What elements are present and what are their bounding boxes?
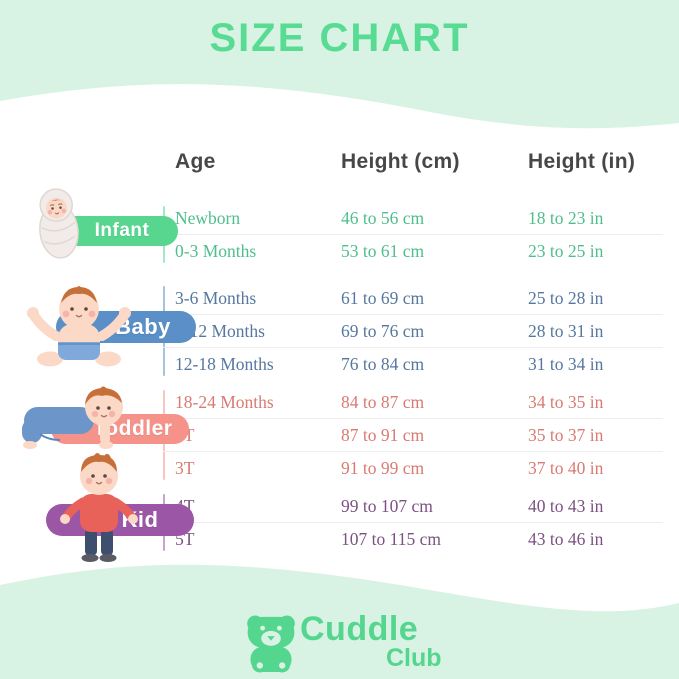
table-row: 3-6 Months 61 to 69 cm 25 to 28 in — [163, 282, 663, 314]
cell-height_in: 31 to 34 in — [528, 353, 604, 374]
table-row: 0-3 Months 53 to 61 cm 23 to 25 in — [163, 234, 663, 267]
cell-age: 3-6 Months — [175, 287, 257, 308]
table-row: 5T 107 to 115 cm 43 to 46 in — [163, 522, 663, 555]
crawling-toddler-illustration — [22, 386, 123, 449]
cell-height_in: 18 to 23 in — [528, 207, 604, 228]
cell-height_in: 34 to 35 in — [528, 391, 604, 412]
cell-height_in: 43 to 46 in — [528, 528, 604, 549]
cell-height_cm: 84 to 87 cm — [341, 391, 425, 412]
swaddled-baby-illustration — [39, 188, 79, 259]
cell-height_cm: 107 to 115 cm — [341, 528, 441, 549]
cell-height_cm: 99 to 107 cm — [341, 495, 433, 516]
table-row: 6-12 Months 69 to 76 cm 28 to 31 in — [163, 314, 663, 347]
table-row: 3T 91 to 99 cm 37 to 40 in — [163, 451, 663, 484]
cell-height_cm: 76 to 84 cm — [341, 353, 425, 374]
cell-height_cm: 69 to 76 cm — [341, 320, 425, 341]
cell-age: 18-24 Months — [175, 391, 274, 412]
cell-height_cm: 46 to 56 cm — [341, 207, 425, 228]
column-header-height-cm: Height (cm) — [341, 150, 460, 173]
table-row: 12-18 Months 76 to 84 cm 31 to 34 in — [163, 347, 663, 380]
brand-name: Cuddle — [300, 610, 419, 648]
badge-label-infant: Infant — [94, 220, 150, 241]
cell-age: 12-18 Months — [175, 353, 274, 374]
cell-height_in: 23 to 25 in — [528, 240, 604, 261]
column-header-height-in: Height (in) — [528, 150, 636, 173]
cell-height_in: 35 to 37 in — [528, 424, 604, 445]
cell-height_in: 37 to 40 in — [528, 457, 604, 478]
brand-logo: Cuddle Club — [0, 608, 679, 679]
size-group-baby: 3-6 Months 61 to 69 cm 25 to 28 in 6-12 Mon… — [163, 282, 663, 380]
cell-height_in: 28 to 31 in — [528, 320, 604, 341]
sitting-baby-illustration — [27, 286, 131, 367]
brand-subname: Club — [386, 644, 442, 672]
column-header-age: Age — [175, 150, 216, 173]
standing-kid-illustration — [60, 453, 138, 562]
cell-height_cm: 87 to 91 cm — [341, 424, 425, 445]
table-row: Newborn 46 to 56 cm 18 to 23 in — [163, 202, 663, 234]
size-group-infant: Newborn 46 to 56 cm 18 to 23 in 0-3 Months 5… — [163, 202, 663, 267]
cell-height_in: 25 to 28 in — [528, 287, 604, 308]
cell-height_cm: 61 to 69 cm — [341, 287, 425, 308]
cell-age: Newborn — [175, 207, 241, 228]
table-row: 18-24 Months 84 to 87 cm 34 to 35 in — [163, 386, 663, 418]
cell-height_cm: 53 to 61 cm — [341, 240, 425, 261]
cell-height_in: 40 to 43 in — [528, 495, 604, 516]
teddy-bear-icon — [247, 615, 295, 673]
page-title: SIZE CHART — [209, 16, 470, 60]
cell-age: 6-12 Months — [175, 320, 265, 341]
cell-age: 3T — [175, 457, 195, 478]
cell-age: 0-3 Months — [175, 240, 257, 261]
cell-height_cm: 91 to 99 cm — [341, 457, 425, 478]
